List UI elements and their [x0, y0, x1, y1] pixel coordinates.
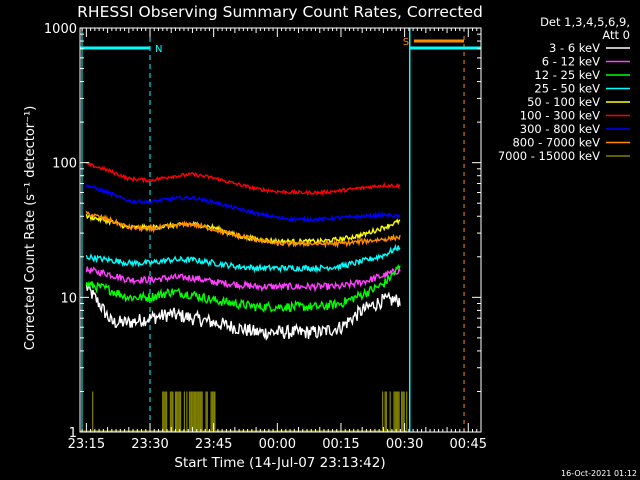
y-tick-label-3: 1000 [44, 22, 77, 37]
series-line-2 [85, 263, 401, 313]
chart-title: RHESSI Observing Summary Count Rates, Co… [77, 3, 483, 21]
legend-label-5: 100 - 300 keV [520, 109, 600, 123]
annotation-n: N [155, 44, 162, 55]
legend-label-6: 300 - 800 keV [520, 122, 600, 136]
x-axis-label: Start Time (14-Jul-07 23:13:42) [174, 455, 385, 471]
legend-label-4: 50 - 100 keV [527, 95, 600, 109]
x-tick-label-2: 23:45 [195, 437, 232, 452]
legend-header-line-1: Det 1,3,4,5,6,9, [540, 15, 630, 29]
series-line-5 [85, 161, 401, 197]
y-tick-label-1: 10 [60, 291, 77, 306]
y-tick-label-0: 1 [69, 426, 77, 441]
series-line-6 [85, 184, 401, 224]
legend-label-0: 3 - 6 keV [549, 41, 600, 55]
plot-area: NS [80, 28, 481, 432]
x-tick-label-6: 00:45 [450, 437, 487, 452]
annotation-s: S [403, 37, 409, 48]
x-axis: 23:15 23:30 23:45 00:00 00:15 00:30 00:45 [68, 28, 487, 452]
y-axis: 1 10 100 1000 [44, 22, 481, 441]
series-line-1 [85, 266, 401, 293]
series-line-8 [80, 391, 408, 432]
series-line-7 [85, 210, 401, 249]
x-tick-label-1: 23:30 [131, 437, 168, 452]
legend-label-3: 25 - 50 keV [534, 82, 600, 96]
legend-label-7: 800 - 7000 keV [512, 136, 600, 150]
x-tick-label-5: 00:30 [386, 437, 423, 452]
series-line-3 [85, 243, 401, 274]
legend-label-2: 12 - 25 keV [534, 68, 600, 82]
series-line-0 [85, 283, 401, 341]
x-tick-label-4: 00:15 [322, 437, 359, 452]
legend-header-line-2: Att 0 [602, 28, 630, 42]
legend-label-1: 6 - 12 keV [542, 55, 600, 69]
y-tick-label-2: 100 [52, 157, 77, 172]
plot-frame [79, 27, 482, 433]
y-axis-label: Corrected Count Rate (s⁻¹ detector⁻¹) [23, 106, 38, 351]
legend-label-8: 7000 - 15000 keV [498, 149, 600, 163]
x-tick-label-0: 23:15 [68, 437, 105, 452]
footer-timestamp: 16-Oct-2021 01:12 [561, 469, 637, 478]
x-tick-label-3: 00:00 [259, 437, 296, 452]
